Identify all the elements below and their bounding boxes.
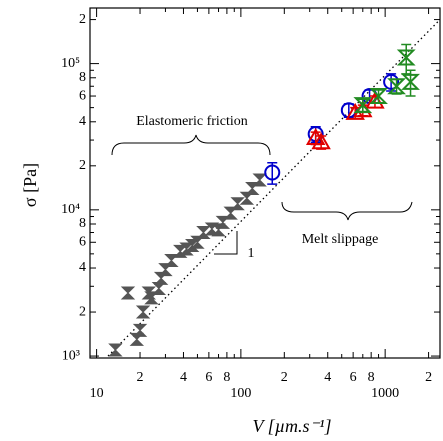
error-bar bbox=[401, 43, 412, 75]
x-tick-label: 4 bbox=[324, 370, 331, 385]
y-tick-label: 4 bbox=[79, 260, 86, 275]
y-tick-label: 10⁴ bbox=[61, 202, 80, 217]
marker bbox=[120, 286, 136, 300]
marker bbox=[196, 225, 211, 239]
x-tick-label: 2 bbox=[137, 370, 144, 385]
marker bbox=[215, 215, 231, 229]
marker bbox=[369, 88, 388, 105]
plot-frame bbox=[89, 7, 441, 359]
x-tick-label: 1000 bbox=[371, 386, 399, 401]
x-tick-label: 2 bbox=[425, 370, 432, 385]
y-tick-label: 10⁵ bbox=[61, 56, 80, 71]
x-tick-label: 6 bbox=[350, 370, 357, 385]
y-tick-label: 2 bbox=[79, 304, 86, 319]
marker bbox=[383, 73, 400, 90]
y-tick-label: 8 bbox=[79, 70, 86, 85]
x-tick-label: 4 bbox=[180, 370, 187, 385]
x-tick-label: 6 bbox=[205, 370, 212, 385]
marker bbox=[252, 173, 267, 187]
annotation: Elastomeric friction bbox=[136, 114, 248, 129]
marker bbox=[108, 343, 123, 357]
y-tick-label: 10³ bbox=[62, 348, 80, 363]
marker bbox=[230, 197, 245, 211]
x-tick-label: 8 bbox=[368, 370, 375, 385]
brace bbox=[111, 134, 271, 156]
annotation: Melt slippage bbox=[302, 232, 379, 247]
x-tick-label: 2 bbox=[281, 370, 288, 385]
marker bbox=[387, 78, 406, 95]
x-axis-label: V [µm.s⁻¹] bbox=[253, 416, 332, 436]
marker bbox=[396, 49, 416, 66]
x-tick-label: 10 bbox=[90, 386, 104, 401]
marker bbox=[132, 323, 148, 337]
marker bbox=[353, 97, 373, 114]
x-tick-label: 100 bbox=[230, 386, 251, 401]
marker bbox=[135, 305, 151, 319]
y-axis-label: σ [Pa] bbox=[20, 163, 40, 207]
marker bbox=[264, 164, 281, 181]
brace bbox=[281, 201, 413, 221]
marker bbox=[223, 206, 238, 220]
x-tick-label: 8 bbox=[223, 370, 230, 385]
annotation: 1 bbox=[248, 246, 255, 261]
y-tick-label: 2 bbox=[79, 158, 86, 173]
fit-line bbox=[107, 19, 441, 357]
y-tick-label: 4 bbox=[79, 114, 86, 129]
y-tick-label: 2 bbox=[79, 12, 86, 27]
marker bbox=[401, 73, 420, 90]
marker bbox=[311, 132, 331, 150]
slope-triangle bbox=[214, 231, 238, 255]
y-tick-label: 6 bbox=[79, 88, 86, 103]
y-tick-label: 8 bbox=[79, 216, 86, 231]
y-tick-label: 6 bbox=[79, 234, 86, 249]
marker bbox=[211, 223, 226, 237]
